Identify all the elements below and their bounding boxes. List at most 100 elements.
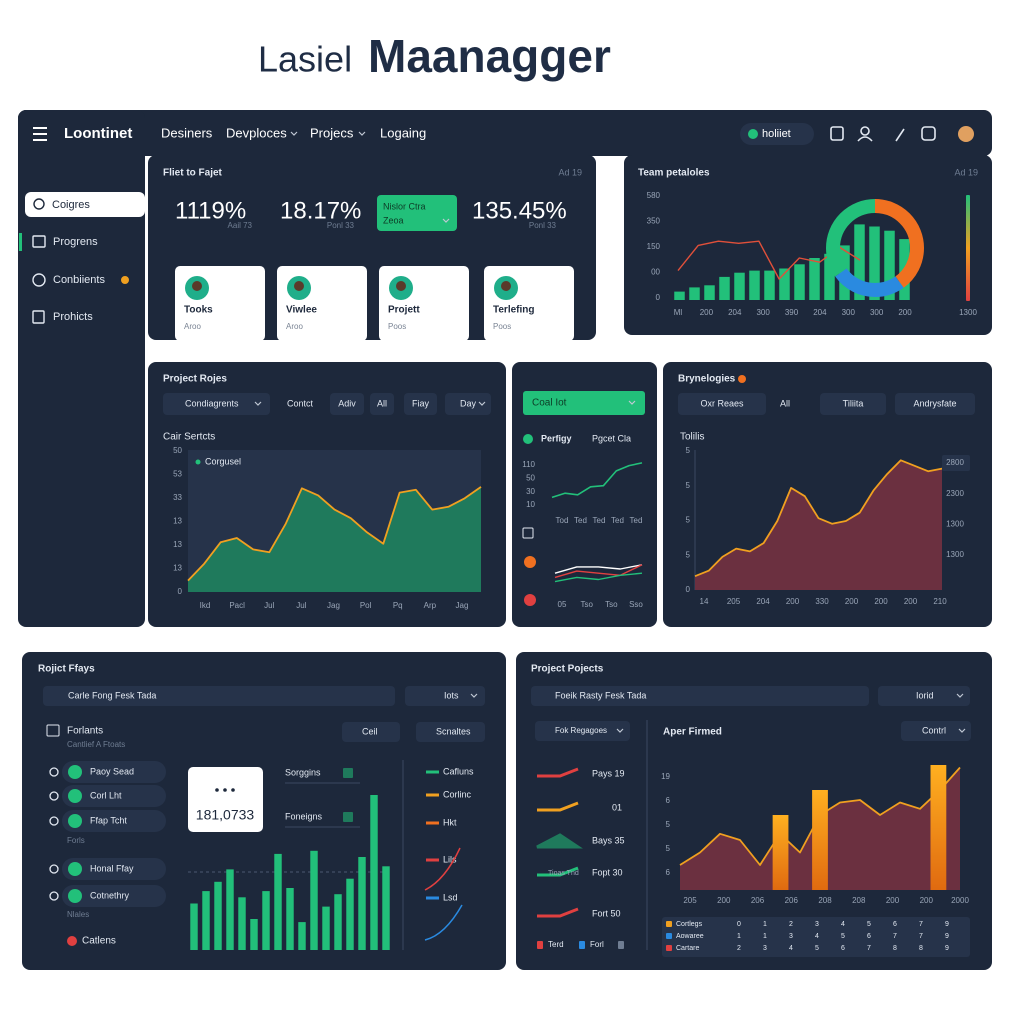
filter-text[interactable]: Andrysfate [913,398,956,408]
list-item[interactable]: Paoy Sead [90,766,134,776]
list-item[interactable]: Cotnethry [90,890,130,900]
sidebar [18,110,145,627]
button[interactable] [878,686,970,706]
filter-button[interactable] [895,393,975,415]
stat-value: 1119% [175,197,246,224]
chevron [442,218,450,223]
sidebar-item[interactable]: Progrens [53,236,98,248]
list-pill[interactable] [62,810,166,832]
nav-icons[interactable] [830,126,936,142]
filter-text[interactable]: Tiliita [843,398,864,408]
menu-icon[interactable] [33,127,47,141]
nav-link[interactable]: Devploces [226,125,287,140]
table-cell: Cartare [676,945,699,952]
table-cell: 8 [919,945,923,952]
nav-link[interactable]: Projecs [310,125,354,140]
panel-corner: Ad 19 [954,167,978,177]
filter-button[interactable] [416,722,485,742]
x-tick-label: 200 [874,597,888,606]
search-text[interactable]: holiiet [762,128,791,140]
button-text[interactable]: Iorid [916,690,934,700]
filter-button[interactable] [535,721,630,741]
list-item[interactable]: Honal Ffay [90,863,134,873]
filter-text[interactable]: Fiay [412,398,430,408]
filter-button[interactable] [678,393,766,415]
nav-link[interactable]: Desiners [161,125,213,140]
data-area [695,460,942,590]
data-line [554,572,643,583]
pill-icon [68,765,82,779]
list-pill[interactable] [62,858,166,880]
filter-button[interactable] [404,393,437,415]
table-cell: 0 [737,921,741,928]
filter-text[interactable]: Contct [287,398,314,408]
select[interactable] [523,391,645,415]
filter-text[interactable]: Day [460,398,477,408]
filter-button[interactable] [342,722,400,742]
legend-text: Fopt 30 [592,867,623,877]
y-tick-label: 5 [686,481,691,490]
list-item[interactable]: Corl Lht [90,790,122,800]
search-bar[interactable] [43,686,395,706]
button-text[interactable]: Contrl [922,725,946,735]
nav-link[interactable]: Logaing [380,125,426,140]
avatar[interactable] [958,126,974,142]
filter-text[interactable]: Fok Regagoes [555,726,607,735]
button-text[interactable]: Iots [444,690,459,700]
legend-text: Fort 50 [592,908,621,918]
x-tick-label: Ted [630,516,643,525]
row-icon [49,891,59,901]
filter-button[interactable] [370,393,394,415]
sidebar-active[interactable] [25,192,145,217]
bar [214,881,222,950]
select-text[interactable]: Coal Iot [532,398,567,409]
bar [772,815,789,890]
list-pill[interactable] [62,885,166,907]
filter-button[interactable] [820,393,886,415]
y-tick-label: 30 [526,487,535,496]
sidebar-item[interactable]: Prohicts [53,311,93,323]
filter-text[interactable]: Condiagrents [185,398,239,408]
search-bar[interactable] [531,686,869,706]
x-tick-label: 205 [727,597,741,606]
filter-text[interactable]: All [780,398,790,408]
sidebar-item[interactable]: Conbiients [53,274,105,286]
filter-button[interactable] [330,393,364,415]
filter-button[interactable] [163,393,270,415]
pill-icon [68,814,82,828]
card-title: Viwlee [286,305,317,316]
bar [704,285,715,300]
icon [522,527,534,539]
dots [223,788,227,792]
filter-button[interactable] [445,393,491,415]
search-pill[interactable] [740,123,814,145]
table-cell: 5 [815,945,819,952]
filter-text[interactable]: All [377,398,387,408]
bar [322,906,330,950]
search-text[interactable]: Carle Fong Fesk Tada [68,690,156,700]
filter-text[interactable]: Adiv [338,398,356,408]
list-pill[interactable] [62,785,166,807]
y-tick-label: 6 [666,868,671,877]
y-tick-label: 0 [656,293,661,302]
row-icon [49,864,59,874]
list-pill[interactable] [62,761,166,783]
button[interactable] [901,721,971,741]
x-tick-label: Ikd [200,601,211,610]
card-avatar-head [294,281,304,291]
list-item[interactable]: Ffap Tcht [90,815,127,825]
bar [274,853,282,950]
table-cell: 4 [789,945,793,952]
search-text[interactable]: Foeik Rasty Fesk Tada [555,690,646,700]
legend-square [618,941,624,949]
filter-text[interactable]: Scnaltes [436,726,471,736]
card-value: 181,0733 [196,807,255,823]
table-cell: 6 [893,921,897,928]
button[interactable] [405,686,485,706]
action-button[interactable] [377,195,457,231]
sidebar-item[interactable]: Coigres [52,199,90,211]
filter-text[interactable]: Ceil [362,726,378,736]
legend-note: Tioas Tnd [548,870,579,877]
filter-text[interactable]: Oxr Reaes [700,398,744,408]
panel-title: Fliet to Fajet [163,168,223,179]
